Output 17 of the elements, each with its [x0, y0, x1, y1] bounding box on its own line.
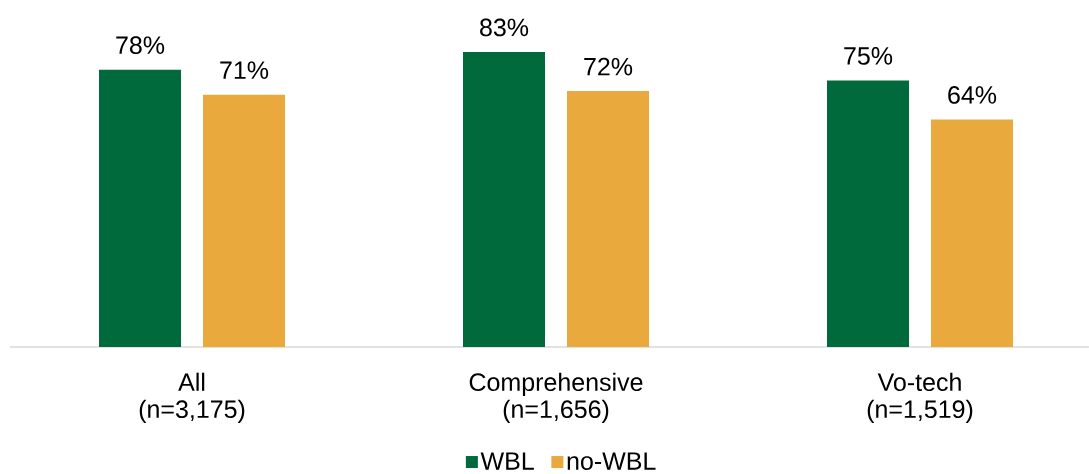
data-label: 64%: [948, 86, 997, 104]
bar: [567, 91, 649, 347]
bar: [931, 119, 1013, 347]
x-tick-label: Comprehensive (n=1,656): [469, 372, 643, 423]
data-label: 83%: [480, 18, 529, 37]
legend-label: no-WBL: [567, 452, 656, 470]
legend-label: WBL: [480, 452, 534, 470]
bar: [463, 52, 545, 347]
bar: [99, 69, 182, 347]
data-label: 71%: [220, 61, 269, 79]
data-label: 75%: [844, 47, 893, 65]
data-label: 72%: [584, 57, 633, 76]
x-tick-label: All (n=3,175): [139, 372, 245, 423]
data-label: 78%: [116, 36, 165, 55]
x-tick-label: Vo-tech (n=1,519): [867, 372, 973, 423]
bar: [203, 94, 286, 347]
bar: [827, 80, 909, 347]
